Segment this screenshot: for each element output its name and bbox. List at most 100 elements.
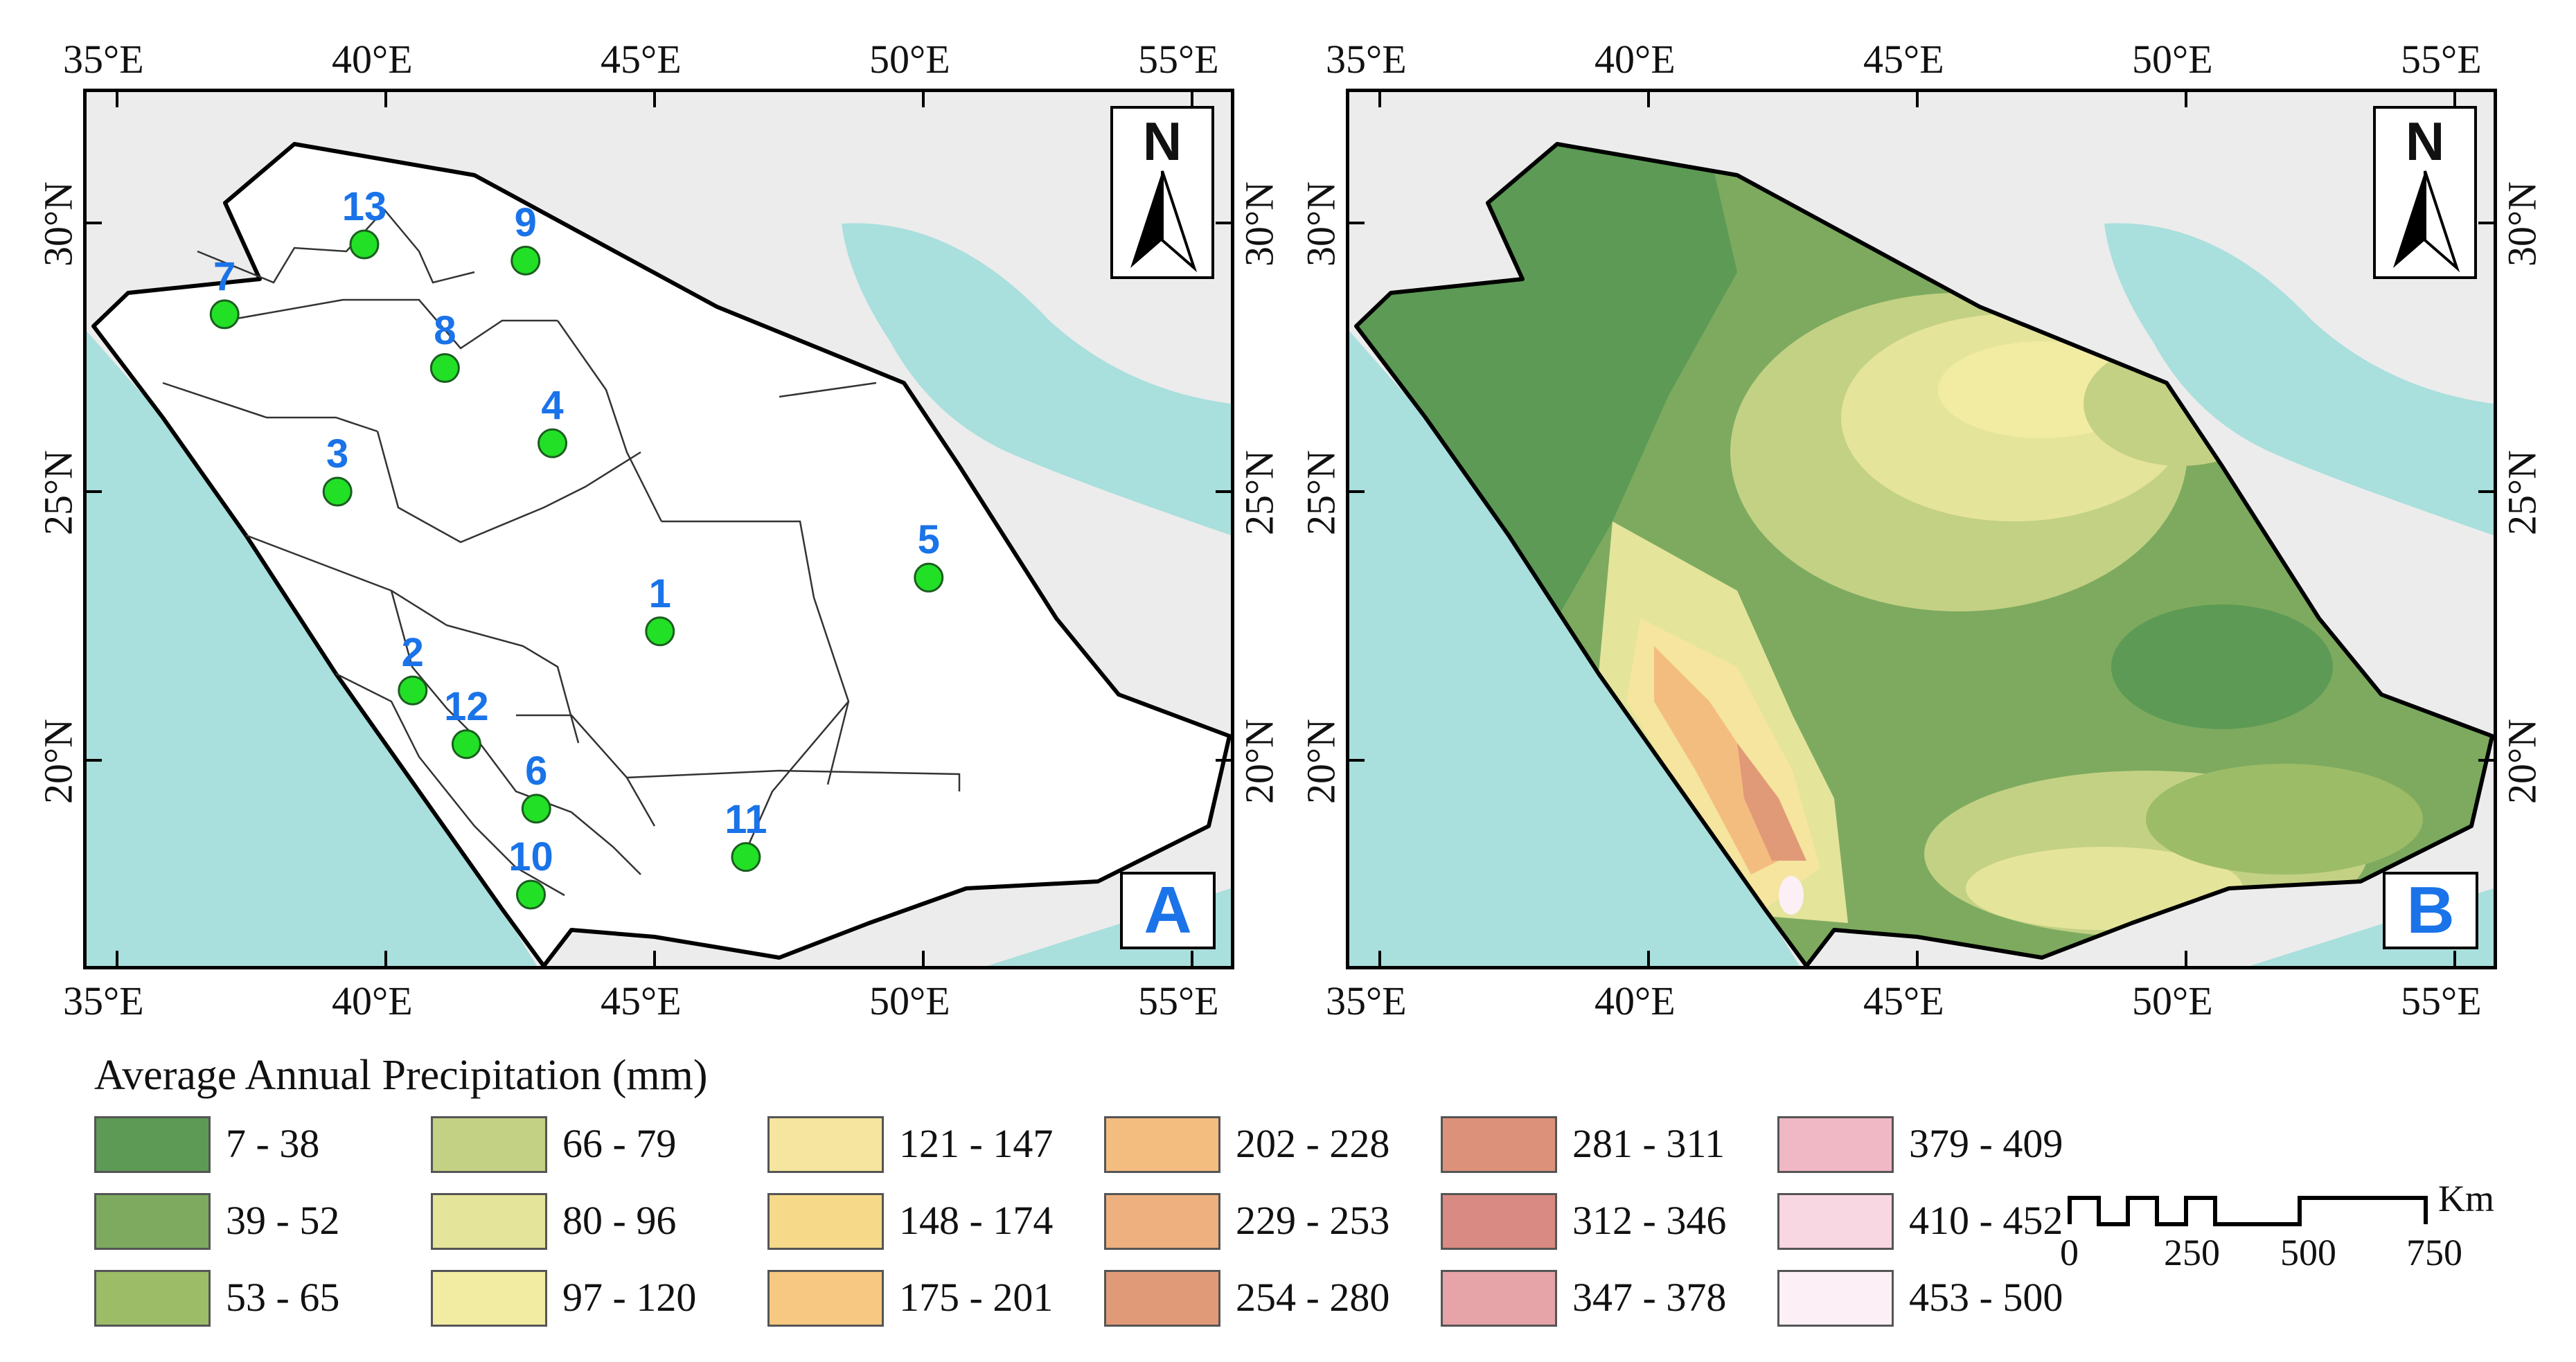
legend-label: 148 - 174 xyxy=(899,1198,1054,1243)
lat-tick-label: 25°N xyxy=(1236,449,1282,536)
legend-swatch xyxy=(1777,1270,1894,1327)
legend-label: 7 - 38 xyxy=(226,1121,320,1166)
precipitation-map xyxy=(1349,92,2494,966)
legend-swatch xyxy=(1104,1116,1220,1173)
region-marker xyxy=(398,675,428,706)
lon-tick-label: 50°E xyxy=(869,978,950,1023)
lon-tick-label: 45°E xyxy=(1863,978,1944,1023)
legend-swatch xyxy=(767,1270,884,1327)
region-label: 2 xyxy=(401,630,424,676)
region-marker xyxy=(645,616,675,647)
legend-swatch xyxy=(1777,1193,1894,1250)
scale-label: 750 xyxy=(2406,1232,2462,1273)
legend-label: 80 - 96 xyxy=(562,1198,677,1243)
lon-tick-label: 55°E xyxy=(2401,978,2482,1023)
panel-letter-b: B xyxy=(2383,872,2478,949)
map-panel-a: 1 2 3 4 5 6 7 8 9 10 11 12 13 N A xyxy=(83,89,1234,969)
lon-tick-label: 50°E xyxy=(869,37,950,82)
legend-label: 66 - 79 xyxy=(562,1121,677,1166)
region-label: 12 xyxy=(444,683,489,729)
legend-label: 229 - 253 xyxy=(1236,1198,1390,1243)
legend-swatch xyxy=(1104,1270,1220,1327)
legend-label: 53 - 65 xyxy=(226,1275,340,1320)
lat-tick-label: 25°N xyxy=(35,449,81,536)
legend-swatch xyxy=(1441,1270,1557,1327)
lon-tick-label: 55°E xyxy=(1138,978,1219,1023)
legend-swatch xyxy=(1104,1193,1220,1250)
legend-swatch xyxy=(94,1116,211,1173)
region-marker xyxy=(731,842,761,872)
panel-letter-a: A xyxy=(1120,872,1216,949)
region-marker xyxy=(429,353,460,384)
north-arrow-icon xyxy=(1130,170,1198,273)
lon-tick-label: 45°E xyxy=(1863,37,1944,82)
region-marker xyxy=(510,245,541,276)
scale-unit: Km xyxy=(2438,1178,2494,1219)
lon-tick-label: 50°E xyxy=(2132,978,2213,1023)
region-label: 3 xyxy=(326,431,349,476)
legend-swatch xyxy=(1777,1116,1894,1173)
lat-tick-label: 30°N xyxy=(35,181,81,267)
region-marker xyxy=(521,794,551,824)
region-markers xyxy=(209,229,944,910)
region-label: 4 xyxy=(541,383,564,429)
legend-label: 175 - 201 xyxy=(899,1275,1054,1320)
region-label: 7 xyxy=(213,253,236,299)
legend-label: 281 - 311 xyxy=(1572,1121,1725,1166)
region-label: 1 xyxy=(648,571,671,616)
lat-tick-label: 25°N xyxy=(2499,449,2545,536)
scale-label: 250 xyxy=(2164,1232,2220,1273)
lon-tick-label: 35°E xyxy=(63,37,144,82)
lon-tick-label: 40°E xyxy=(332,37,413,82)
lat-tick-label: 20°N xyxy=(1298,718,1344,805)
legend-swatch xyxy=(94,1270,211,1327)
region-label: 6 xyxy=(525,748,548,794)
legend-label: 121 - 147 xyxy=(899,1121,1054,1166)
lon-tick-label: 35°E xyxy=(63,978,144,1023)
north-letter: N xyxy=(2405,111,2445,172)
scale-label: 0 xyxy=(2060,1232,2079,1273)
legend-swatch xyxy=(767,1193,884,1250)
lon-tick-label: 55°E xyxy=(2401,37,2482,82)
lat-tick-label: 20°N xyxy=(1236,718,1282,805)
lat-tick-label: 30°N xyxy=(1236,181,1282,267)
region-marker xyxy=(209,299,240,330)
lon-tick-label: 40°E xyxy=(1595,978,1676,1023)
north-arrow: N xyxy=(1110,106,1214,279)
legend-title: Average Annual Precipitation (mm) xyxy=(94,1052,708,1099)
region-marker xyxy=(538,428,568,458)
lon-tick-label: 35°E xyxy=(1326,978,1407,1023)
region-marker xyxy=(322,476,353,507)
legend-swatch xyxy=(1441,1193,1557,1250)
lon-tick-label: 55°E xyxy=(1138,37,1219,82)
legend-swatch xyxy=(431,1116,547,1173)
lon-tick-label: 40°E xyxy=(332,978,413,1023)
lat-tick-label: 20°N xyxy=(2499,718,2545,805)
lon-tick-label: 50°E xyxy=(2132,37,2213,82)
region-marker xyxy=(516,879,547,910)
scale-label: 500 xyxy=(2280,1232,2336,1273)
north-arrow-icon xyxy=(2393,170,2460,273)
legend-label: 379 - 409 xyxy=(1909,1121,2063,1166)
legend-label: 202 - 228 xyxy=(1236,1121,1390,1166)
region-label: 10 xyxy=(508,834,553,879)
region-label: 11 xyxy=(725,796,767,842)
map-panel-b: N B xyxy=(1346,89,2497,969)
regions-map xyxy=(87,92,1231,966)
region-label: 9 xyxy=(514,200,537,246)
region-marker xyxy=(349,229,380,260)
scale-bar: Km 0 250 500 750 xyxy=(2060,1178,2494,1273)
lon-tick-label: 40°E xyxy=(1595,37,1676,82)
legend-swatch xyxy=(1441,1116,1557,1173)
lon-tick-label: 45°E xyxy=(601,978,682,1023)
legend-label: 410 - 452 xyxy=(1909,1198,2063,1243)
lat-tick-label: 30°N xyxy=(1298,181,1344,267)
region-marker xyxy=(451,729,481,760)
lat-tick-label: 25°N xyxy=(1298,449,1344,536)
legend-label: 453 - 500 xyxy=(1909,1275,2063,1320)
legend-label: 312 - 346 xyxy=(1572,1198,1727,1243)
region-marker xyxy=(914,562,944,593)
legend-swatch xyxy=(767,1116,884,1173)
scale-bar-graphic xyxy=(2068,1196,2428,1226)
lon-tick-label: 45°E xyxy=(601,37,682,82)
